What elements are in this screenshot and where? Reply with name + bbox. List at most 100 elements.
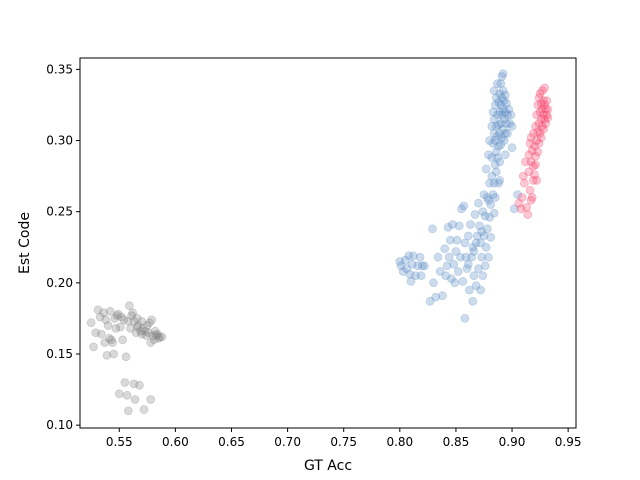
data-point	[497, 93, 507, 103]
data-point	[534, 119, 544, 128]
data-point	[479, 231, 489, 241]
data-point	[529, 175, 538, 185]
data-point	[458, 276, 468, 286]
data-point	[498, 69, 508, 79]
data-point	[150, 326, 160, 336]
data-point	[477, 252, 487, 262]
data-point	[485, 136, 495, 145]
data-point	[107, 335, 116, 345]
data-point	[480, 261, 490, 271]
data-point	[491, 167, 501, 177]
data-point	[460, 238, 470, 248]
data-point	[524, 150, 534, 160]
data-point	[469, 271, 479, 281]
data-point	[475, 221, 484, 231]
data-point	[459, 201, 469, 211]
data-point	[408, 251, 418, 261]
data-point	[526, 157, 536, 167]
x-tick-label: 0.55	[106, 435, 133, 449]
data-point	[120, 378, 130, 387]
data-point	[498, 104, 508, 114]
data-point	[530, 141, 539, 151]
data-point	[486, 200, 496, 210]
data-point	[526, 133, 536, 143]
data-point	[539, 110, 548, 120]
data-point	[454, 221, 464, 231]
data-point	[446, 274, 456, 284]
data-point	[122, 390, 132, 400]
data-point	[89, 342, 98, 352]
data-point	[130, 395, 140, 404]
data-point	[146, 338, 156, 348]
data-point	[531, 160, 540, 170]
data-point	[537, 86, 547, 96]
data-point	[407, 259, 417, 269]
data-point	[113, 309, 123, 319]
data-point	[487, 171, 497, 181]
data-point	[147, 315, 157, 325]
data-point	[145, 318, 155, 328]
data-point	[396, 261, 406, 271]
data-point	[500, 150, 510, 160]
data-point	[473, 198, 483, 208]
data-point	[477, 227, 487, 237]
data-point	[505, 119, 515, 128]
data-point	[536, 133, 546, 143]
data-point	[522, 202, 531, 212]
x-tick-label: 0.90	[499, 435, 526, 449]
data-point	[132, 322, 142, 332]
data-point	[453, 267, 463, 276]
data-point	[473, 264, 483, 274]
x-axis-ticks: 0.55 0.60 0.65 0.70 0.75 0.80 0.85 0.90 0.95	[106, 428, 582, 449]
data-point	[489, 128, 499, 138]
data-point	[494, 178, 504, 188]
x-tick-label: 0.65	[218, 435, 245, 449]
data-point	[104, 333, 114, 343]
data-point	[139, 405, 149, 414]
data-point	[501, 119, 511, 128]
data-point	[413, 261, 423, 271]
data-point	[91, 328, 101, 338]
data-point	[124, 301, 134, 311]
data-point	[513, 190, 522, 200]
data-point	[498, 124, 508, 134]
data-point	[489, 86, 499, 96]
data-point	[517, 193, 527, 202]
data-point	[463, 231, 473, 241]
data-point	[488, 190, 498, 200]
data-point	[496, 79, 506, 88]
data-point	[449, 259, 459, 269]
data-point	[490, 160, 500, 170]
data-point	[533, 127, 543, 137]
data-point	[524, 167, 534, 177]
data-point	[534, 93, 544, 103]
data-point	[398, 267, 408, 276]
data-point	[400, 255, 410, 265]
data-point	[100, 338, 110, 348]
data-point	[533, 147, 543, 157]
data-point	[482, 224, 492, 234]
y-tick-label: 0.20	[46, 276, 73, 290]
data-point	[471, 238, 481, 248]
data-point	[464, 285, 474, 295]
data-point	[537, 104, 547, 114]
x-tick-label: 0.85	[443, 435, 470, 449]
data-point	[471, 281, 481, 291]
data-point	[491, 93, 501, 103]
data-point	[96, 329, 106, 339]
data-point	[123, 316, 133, 326]
data-point	[433, 252, 443, 262]
data-point	[541, 119, 551, 128]
data-point	[425, 296, 435, 306]
data-point	[420, 261, 429, 271]
data-point	[140, 326, 150, 336]
data-point	[495, 175, 505, 185]
data-point	[157, 332, 167, 342]
data-point	[137, 316, 147, 326]
data-point	[129, 379, 139, 389]
data-point	[415, 252, 425, 262]
data-point	[123, 406, 133, 416]
data-point	[521, 157, 530, 167]
data-point	[441, 271, 451, 281]
data-point	[536, 114, 546, 124]
